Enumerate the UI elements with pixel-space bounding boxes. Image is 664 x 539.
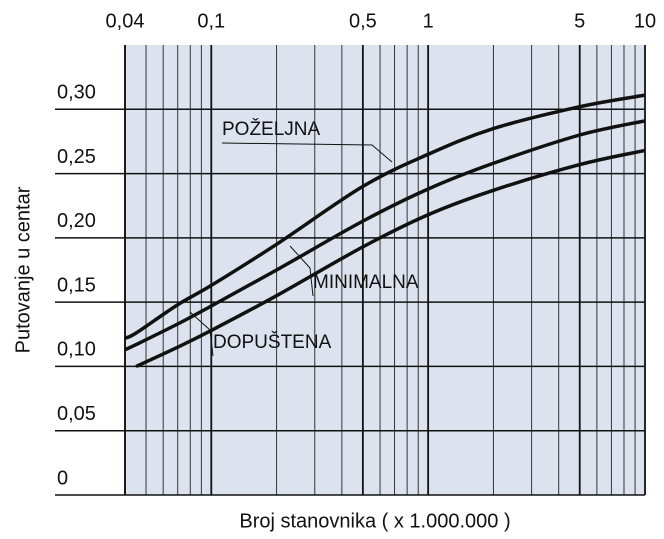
series-line bbox=[124, 119, 646, 352]
leader-line bbox=[189, 311, 214, 357]
x-axis-label: Broj stanovnika ( x 1.000.000 ) bbox=[239, 510, 510, 532]
series-label: POŽELJNA bbox=[222, 118, 321, 140]
y-tick-label: 0,30 bbox=[57, 82, 96, 104]
plot-area bbox=[125, 45, 645, 495]
y-tick-label: 0,05 bbox=[57, 403, 96, 425]
y-tick-label: 0,15 bbox=[57, 274, 96, 296]
series-line bbox=[124, 93, 646, 340]
y-tick-label: 0,25 bbox=[57, 146, 96, 168]
y-axis-label: Putovanje u centar bbox=[12, 186, 34, 353]
y-tick-label: 0,20 bbox=[57, 210, 96, 232]
series-label: DOPUŠTENA bbox=[213, 331, 332, 353]
x-tick-label: 1 bbox=[423, 10, 434, 32]
series-label: MINIMALNA bbox=[313, 272, 419, 293]
y-tick-label: 0,10 bbox=[57, 339, 96, 361]
leader-line bbox=[289, 245, 314, 297]
series-line bbox=[135, 148, 646, 369]
y-tick-label: 0 bbox=[57, 467, 68, 489]
x-tick-label: 10 bbox=[634, 10, 656, 32]
x-tick-label: 0,04 bbox=[106, 10, 145, 32]
leader-line bbox=[221, 142, 393, 163]
x-tick-label: 0,1 bbox=[197, 10, 225, 32]
x-tick-label: 0,5 bbox=[349, 10, 377, 32]
x-tick-label: 5 bbox=[574, 10, 585, 32]
